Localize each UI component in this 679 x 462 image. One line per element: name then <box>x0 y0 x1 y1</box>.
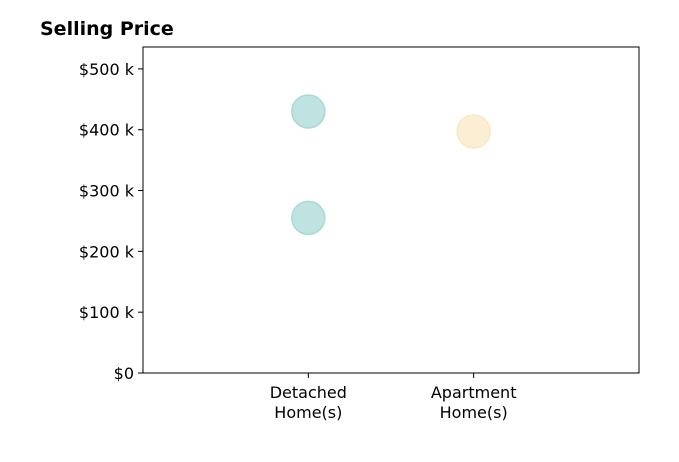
data-point-2 <box>456 114 491 149</box>
plot-frame <box>142 46 640 374</box>
y-tick-label-2: $200 k <box>79 242 135 261</box>
y-tick-label-4: $400 k <box>79 121 135 140</box>
chart-title: Selling Price <box>40 18 174 40</box>
y-tick-label-5: $500 k <box>79 60 135 79</box>
y-tick-label-0: $0 <box>114 364 134 383</box>
y-axis: $0 $100 k $200 k $300 k $400 k $500 k <box>79 60 143 383</box>
y-tick-label-3: $300 k <box>79 182 135 201</box>
data-point-0 <box>291 94 326 129</box>
y-tick-label-1: $100 k <box>79 303 135 322</box>
data-point-1 <box>291 200 326 236</box>
x-tick-label-1: Apartment Home(s) <box>431 383 517 422</box>
x-axis: Detached Home(s) Apartment Home(s) <box>270 373 517 422</box>
x-tick-label-0: Detached Home(s) <box>270 383 347 422</box>
points-layer <box>291 94 491 236</box>
